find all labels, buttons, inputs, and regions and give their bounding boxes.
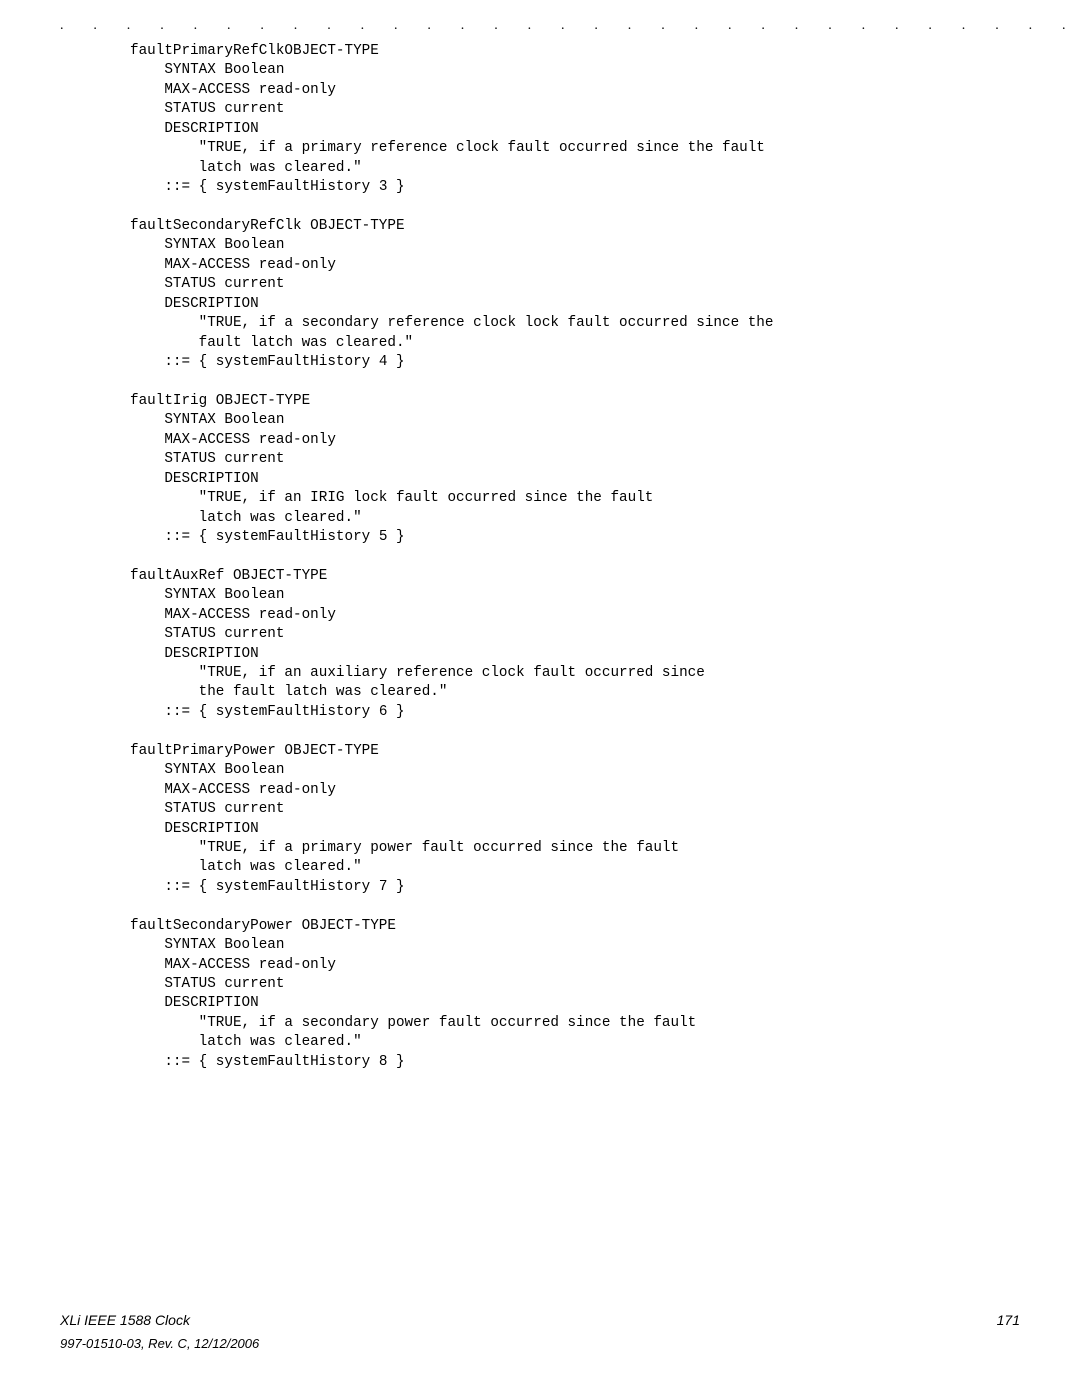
- status: STATUS current: [164, 801, 284, 817]
- footer-revision: 997-01510-03, Rev. C, 12/12/2006: [60, 1336, 1020, 1351]
- desc-label: DESCRIPTION: [164, 471, 258, 487]
- status: STATUS current: [164, 276, 284, 292]
- desc-line: "TRUE, if a primary power fault occurred…: [199, 840, 679, 856]
- syntax: SYNTAX Boolean: [164, 412, 284, 428]
- status: STATUS current: [164, 626, 284, 642]
- block-name: faultSecondaryRefClk OBJECT-TYPE: [130, 218, 405, 234]
- desc-line: latch was cleared.": [199, 510, 362, 526]
- desc-label: DESCRIPTION: [164, 995, 258, 1011]
- access: MAX-ACCESS read-only: [164, 257, 336, 273]
- desc-label: DESCRIPTION: [164, 121, 258, 137]
- syntax: SYNTAX Boolean: [164, 762, 284, 778]
- desc-line: latch was cleared.": [199, 1034, 362, 1050]
- access: MAX-ACCESS read-only: [164, 432, 336, 448]
- page-footer: XLi IEEE 1588 Clock 171 997-01510-03, Re…: [60, 1312, 1020, 1351]
- block-name: faultSecondaryPower OBJECT-TYPE: [130, 918, 396, 934]
- desc-line: latch was cleared.": [199, 160, 362, 176]
- assign: ::= { systemFaultHistory 5 }: [164, 529, 404, 545]
- status: STATUS current: [164, 451, 284, 467]
- syntax: SYNTAX Boolean: [164, 937, 284, 953]
- access: MAX-ACCESS read-only: [164, 782, 336, 798]
- assign: ::= { systemFaultHistory 7 }: [164, 879, 404, 895]
- status: STATUS current: [164, 976, 284, 992]
- desc-line: "TRUE, if a secondary reference clock lo…: [199, 315, 774, 331]
- desc-label: DESCRIPTION: [164, 646, 258, 662]
- block-name: faultPrimaryRefClkOBJECT-TYPE: [130, 43, 379, 59]
- assign: ::= { systemFaultHistory 8 }: [164, 1054, 404, 1070]
- block-name: faultPrimaryPower OBJECT-TYPE: [130, 743, 379, 759]
- syntax: SYNTAX Boolean: [164, 237, 284, 253]
- desc-line: the fault latch was cleared.": [199, 684, 448, 700]
- desc-line: "TRUE, if a primary reference clock faul…: [199, 140, 765, 156]
- desc-label: DESCRIPTION: [164, 296, 258, 312]
- desc-label: DESCRIPTION: [164, 821, 258, 837]
- access: MAX-ACCESS read-only: [164, 957, 336, 973]
- assign: ::= { systemFaultHistory 6 }: [164, 704, 404, 720]
- block-name: faultIrig OBJECT-TYPE: [130, 393, 310, 409]
- footer-title: XLi IEEE 1588 Clock: [60, 1312, 1020, 1328]
- desc-line: "TRUE, if a secondary power fault occurr…: [199, 1015, 697, 1031]
- mib-code-block: faultPrimaryRefClkOBJECT-TYPE SYNTAX Boo…: [0, 42, 1080, 1072]
- footer-page-number: 171: [997, 1312, 1020, 1328]
- block-name: faultAuxRef OBJECT-TYPE: [130, 568, 327, 584]
- assign: ::= { systemFaultHistory 4 }: [164, 354, 404, 370]
- desc-line: "TRUE, if an auxiliary reference clock f…: [199, 665, 705, 681]
- syntax: SYNTAX Boolean: [164, 587, 284, 603]
- desc-line: fault latch was cleared.": [199, 335, 414, 351]
- access: MAX-ACCESS read-only: [164, 82, 336, 98]
- syntax: SYNTAX Boolean: [164, 62, 284, 78]
- dots-separator: . . . . . . . . . . . . . . . . . . . . …: [0, 0, 1080, 42]
- assign: ::= { systemFaultHistory 3 }: [164, 179, 404, 195]
- desc-line: "TRUE, if an IRIG lock fault occurred si…: [199, 490, 654, 506]
- status: STATUS current: [164, 101, 284, 117]
- access: MAX-ACCESS read-only: [164, 607, 336, 623]
- desc-line: latch was cleared.": [199, 859, 362, 875]
